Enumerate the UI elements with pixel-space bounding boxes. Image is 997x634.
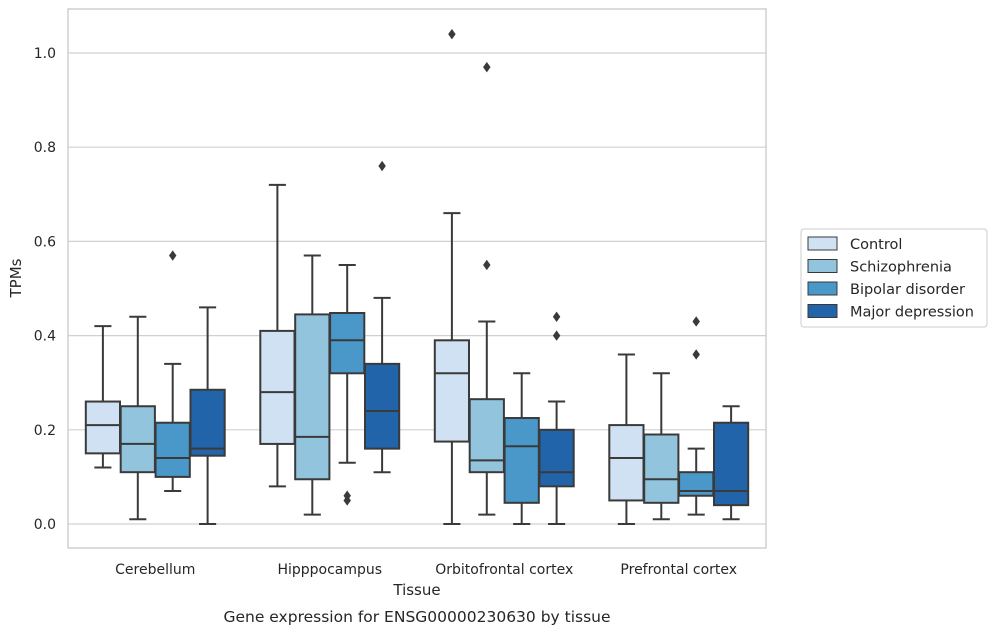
iqr-box	[363, 362, 401, 450]
box-control	[608, 353, 645, 525]
y-tick-label: 0.4	[34, 329, 56, 345]
y-axis-label: TPMs	[7, 258, 25, 298]
box-bipolar-disorder	[154, 250, 191, 493]
iqr-box	[84, 400, 122, 455]
y-tick-label: 0.0	[34, 517, 56, 533]
y-tick-label: 0.2	[34, 423, 56, 439]
box-bipolar-disorder	[329, 263, 366, 506]
iqr-box	[643, 433, 680, 504]
x-tick-label: Orbitofrontal cortex	[435, 562, 573, 578]
box-schizophrenia	[294, 254, 331, 516]
legend-label: Major depression	[850, 305, 974, 321]
iqr-box	[712, 421, 750, 507]
box-major-depression	[538, 311, 575, 525]
box-bipolar-disorder	[503, 372, 540, 525]
outlier-point	[552, 311, 561, 322]
iqr-box	[608, 424, 645, 502]
x-axis-label: Tissue	[392, 581, 440, 599]
iqr-box	[678, 471, 715, 497]
outlier-point	[378, 160, 386, 172]
iqr-box	[119, 405, 156, 474]
iqr-box	[259, 329, 296, 445]
box-control	[259, 183, 296, 488]
box-major-depression	[363, 160, 401, 474]
legend-swatch	[807, 304, 838, 318]
y-tick-label: 0.6	[34, 234, 56, 250]
iqr-box	[538, 428, 575, 488]
x-tick-label: Prefrontal cortex	[620, 562, 737, 578]
y-tick-labels: 0.0 0.2 0.4 0.6 0.8 1.0	[34, 46, 56, 533]
iqr-box	[294, 313, 331, 481]
box-schizophrenia	[119, 315, 156, 521]
iqr-box	[189, 388, 226, 457]
legend-label: Schizophrenia	[850, 260, 952, 276]
box-major-depression	[712, 405, 750, 521]
box-control	[84, 325, 122, 469]
box-schizophrenia	[468, 61, 505, 516]
outlier-point	[552, 330, 561, 341]
legend-label: Control	[850, 237, 902, 253]
plot-frame	[67, 8, 767, 549]
chart-caption: Gene expression for ENSG00000230630 by t…	[223, 608, 610, 626]
iqr-box	[329, 311, 366, 375]
iqr-box	[154, 421, 191, 478]
y-tick-label: 1.0	[34, 46, 56, 62]
y-tick-label: 0.8	[34, 140, 56, 156]
box-bipolar-disorder	[678, 316, 715, 516]
legend-swatch	[807, 236, 838, 251]
legend-swatch	[807, 259, 838, 273]
iqr-box	[433, 339, 471, 443]
iqr-box	[503, 417, 540, 504]
x-tick-label: Cerebellum	[115, 562, 195, 578]
legend-frame	[800, 228, 988, 328]
boxes-layer	[84, 28, 750, 525]
outlier-point	[692, 316, 700, 327]
legend-swatch	[807, 281, 838, 296]
outlier-point	[343, 490, 351, 501]
legend-label: Bipolar disorder	[850, 282, 965, 298]
box-control	[433, 28, 471, 525]
outlier-point	[168, 250, 177, 261]
outlier-point	[448, 28, 456, 40]
outlier-point	[483, 61, 491, 73]
x-tick-labels: Cerebellum Hipppocampus Orbitofrontal cort…	[115, 562, 737, 578]
outlier-point	[483, 259, 491, 271]
x-tick-label: Hipppocampus	[277, 562, 382, 578]
legend: Control Schizophrenia Bipolar disorder Majo…	[800, 228, 988, 328]
box-major-depression	[189, 306, 226, 525]
box-schizophrenia	[643, 372, 680, 521]
outlier-point	[692, 349, 700, 360]
